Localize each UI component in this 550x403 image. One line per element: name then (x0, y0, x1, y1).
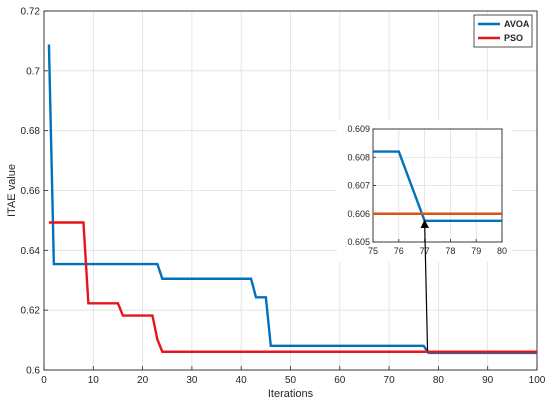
x-tick-label: 100 (529, 375, 546, 386)
inset-y-tick-label: 0.609 (347, 124, 370, 134)
legend-box (473, 14, 533, 48)
x-tick-label: 60 (334, 375, 346, 386)
inset-x-tick-label: 77 (420, 246, 430, 256)
x-tick-label: 10 (88, 375, 100, 386)
y-tick-label: 0.68 (21, 126, 41, 137)
y-tick-label: 0.6 (26, 366, 40, 377)
inset-x-tick-label: 80 (497, 246, 507, 256)
inset-y-tick-label: 0.606 (347, 209, 370, 219)
x-tick-label: 50 (285, 375, 297, 386)
y-tick-label: 0.66 (21, 186, 41, 197)
y-tick-label: 0.62 (21, 306, 41, 317)
x-tick-label: 70 (384, 375, 396, 386)
y-tick-label: 0.7 (26, 66, 40, 77)
plot-frame (43, 10, 538, 371)
x-tick-label: 40 (236, 375, 248, 386)
zoom-arrow (420, 219, 429, 351)
y-tick-label: 0.72 (21, 7, 41, 18)
inset-y-tick-label: 0.607 (347, 181, 370, 191)
x-tick-label: 30 (186, 375, 198, 386)
x-tick-label: 0 (41, 375, 47, 386)
legend-label-pso: PSO (504, 33, 523, 43)
x-tick-label: 20 (137, 375, 149, 386)
x-tick-label: 80 (433, 375, 445, 386)
series-line-avoa (47, 44, 537, 355)
inset-series-line (373, 150, 502, 223)
inset-x-tick-label: 79 (471, 246, 481, 256)
y-axis-label: ITAE value (6, 164, 18, 217)
inset-y-tick-label: 0.608 (347, 152, 370, 162)
x-tick-label: 90 (482, 375, 494, 386)
inset-frame (372, 128, 503, 243)
inset-y-tick-label: 0.605 (347, 237, 370, 247)
series-line-pso (48, 221, 537, 353)
inset-x-tick-label: 78 (445, 246, 455, 256)
legend-label-avoa: AVOA (504, 19, 530, 29)
inset-x-tick-label: 76 (394, 246, 404, 256)
y-tick-label: 0.64 (21, 246, 41, 257)
legend: AVOA PSO (473, 14, 533, 48)
inset-x-tick-label: 75 (368, 246, 378, 256)
x-axis-label: Iterations (268, 388, 314, 400)
